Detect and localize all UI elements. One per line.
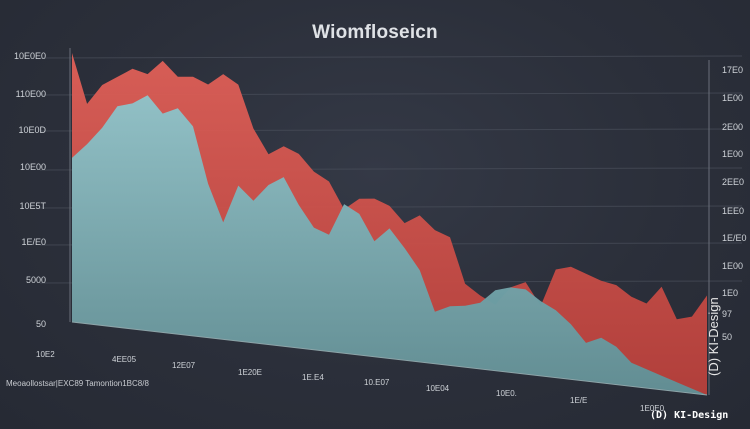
chart-title: Wiomfloseicn — [312, 22, 438, 43]
y-tick-label-left: 5000 — [26, 275, 46, 285]
y-tick-label-right: 50 — [722, 332, 732, 342]
watermark-vertical: (D) KI-Design — [706, 297, 721, 376]
x-tick-label: 10E2 — [36, 350, 55, 359]
x-axis — [71, 321, 708, 396]
y-tick-label-right: 1E00 — [722, 149, 743, 159]
y-tick-label-left: 10E00 — [20, 162, 46, 172]
y-tick-label-right: 2EE0 — [722, 177, 744, 187]
x-tick-label: 1E.E4 — [302, 373, 324, 382]
y-tick-label-right: 1EE0 — [722, 206, 744, 216]
area-series-teal — [72, 95, 707, 396]
gridline — [39, 55, 743, 59]
y-tick-label-left: 10E0D — [18, 125, 46, 135]
y-tick-label-right: 97 — [722, 309, 732, 319]
y-tick-label-left: 1E/E0 — [21, 237, 46, 247]
y-tick-label-left: 10E5T — [19, 201, 46, 211]
x-tick-label: 10E0. — [496, 389, 517, 398]
watermark-bottom: (D) KI-Design — [650, 410, 729, 421]
y-tick-label-right: 1E00 — [722, 261, 743, 271]
x-tick-label: 10.E07 — [364, 378, 390, 387]
y-tick-label-right: 17E0 — [722, 65, 743, 75]
y-tick-label-left: 50 — [36, 319, 46, 329]
x-tick-label: 4EE05 — [112, 355, 137, 364]
x-tick-label: 10E04 — [426, 384, 450, 393]
y-tick-label-left: 10E0E0 — [14, 51, 46, 61]
y-tick-label-right: 1E00 — [722, 93, 743, 103]
x-tick-label: 1E0E0 — [640, 404, 665, 413]
x-tick-label: 12E07 — [172, 361, 196, 370]
chart-footnote: Meoaollostsar|EXC89 Tamontion1BC8/8 — [6, 379, 149, 388]
y-tick-label-right: 2E00 — [722, 122, 743, 132]
x-tick-label: 1E20E — [238, 368, 262, 377]
y-tick-label-left: 110E00 — [16, 89, 46, 99]
y-tick-label-right: 1E/E0 — [722, 233, 747, 243]
y-tick-label-right: 1E0 — [722, 288, 738, 298]
x-tick-label: 1E/E — [570, 396, 587, 405]
